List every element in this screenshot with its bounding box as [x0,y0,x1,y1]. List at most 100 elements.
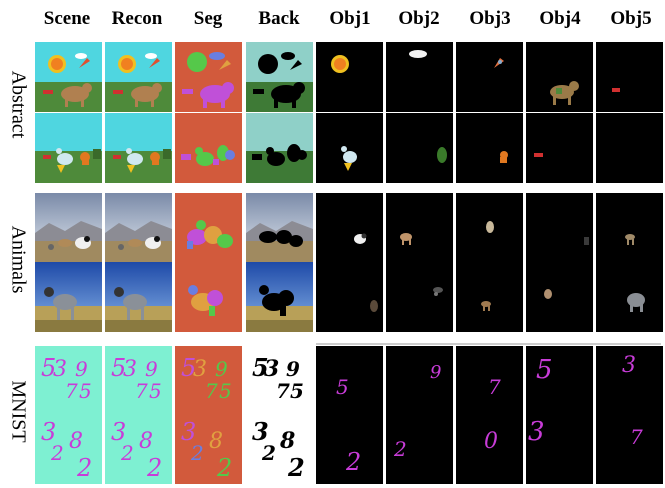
animals-r1-seg [175,193,242,263]
digit-glyph: 8 [279,428,295,454]
abstract-r2-back [246,113,313,183]
animals-r1-recon [105,193,172,263]
digit-glyph: 2 [76,454,92,482]
abstract-r2-obj2 [386,113,453,183]
col-header-recon: Recon [111,8,163,29]
digit-glyph: 3 [622,353,636,378]
digit-glyph: 7 [630,425,643,449]
animals-r2-scene [35,262,102,332]
digit-glyph: 3 [264,356,279,382]
abstract-r2-recon [105,113,172,183]
digit-glyph: 0 [484,429,498,454]
digit-glyph: 8 [69,429,83,454]
abstract-r2-obj5 [596,113,663,183]
digit-glyph: 7 [488,375,501,399]
digit-glyph: 9 [430,362,441,383]
animals-r2-obj1 [316,262,383,332]
abstract-r2-obj3 [456,113,523,183]
mnist-r2-back: 3 2 8 2 [246,414,313,484]
animals-r1-obj1 [316,193,383,263]
abstract-r1-scene [35,42,102,112]
col-header-back: Back [258,8,300,29]
col-header-obj2: Obj2 [398,8,440,29]
abstract-r1-recon [105,42,172,112]
mnist-r1-obj3: 7 [456,346,523,416]
mnist-r1-scene: 5 3 9 7 5 [35,346,102,416]
digit-glyph: 5 [149,379,162,403]
mnist-r1-obj2: 9 [386,346,453,416]
col-header-scene: Scene [43,8,91,29]
digit-glyph: 2 [261,441,276,465]
digit-glyph: 7 [276,379,290,403]
digit-glyph: 5 [219,379,232,403]
digit-glyph: 5 [111,354,126,382]
animals-r2-recon [105,262,172,332]
mnist-r2-obj4: 3 [526,414,593,484]
digit-glyph: 8 [139,429,153,454]
digit-glyph: 3 [252,417,269,446]
mnist-r1-obj4: 5 [526,346,593,416]
mnist-r1-obj5: 3 [596,346,663,416]
abstract-r2-obj4 [526,113,593,183]
digit-glyph: 9 [215,357,228,381]
digit-glyph: 2 [190,441,204,465]
mnist-r2-recon: 3 2 8 2 [105,414,172,484]
digit-glyph: 5 [79,379,92,403]
digit-glyph: 2 [120,441,134,465]
digit-glyph: 3 [528,417,545,447]
mnist-r1-seg: 5 3 9 7 5 [175,346,242,416]
animals-r2-obj4 [526,262,593,332]
digit-glyph: 3 [181,418,196,446]
animals-r2-obj2 [386,262,453,332]
row-label-animals: Animals [7,225,30,294]
digit-glyph: 9 [75,357,88,381]
separator-line [316,343,661,345]
digit-glyph: 2 [345,448,361,476]
abstract-r1-seg [175,42,242,112]
digit-glyph: 3 [123,357,137,382]
mnist-r2-scene: 3 2 8 2 [35,414,102,484]
animals-r1-obj5 [596,193,663,263]
digit-glyph: 3 [193,357,207,382]
digit-glyph: 3 [111,418,126,446]
mnist-r1-back: 5 3 9 7 5 [246,346,313,416]
animals-r1-obj4 [526,193,593,263]
animals-r1-obj3 [456,193,523,263]
animals-r1-obj2 [386,193,453,263]
digit-glyph: 7 [205,379,218,403]
abstract-r1-obj4 [526,42,593,112]
mnist-r2-seg: 3 2 8 2 [175,414,242,484]
abstract-r1-obj5 [596,42,663,112]
animals-r1-back [246,193,313,263]
digit-glyph: 5 [336,375,349,399]
animals-r2-back [246,262,313,332]
abstract-r1-obj1 [316,42,383,112]
digit-glyph: 3 [53,357,67,382]
mnist-r2-obj1: 2 [316,414,383,484]
digit-glyph: 2 [216,454,232,482]
animals-r2-obj3 [456,262,523,332]
col-header-obj5: Obj5 [610,8,652,29]
digit-glyph: 2 [287,453,305,482]
mnist-r2-obj2: 2 [386,414,453,484]
mnist-r2-obj3: 0 [456,414,523,484]
digit-glyph: 2 [393,437,407,461]
digit-glyph: 9 [286,357,300,381]
digit-glyph: 2 [50,441,64,465]
abstract-r1-obj3 [456,42,523,112]
animals-r1-scene [35,193,102,263]
digit-glyph: 5 [536,355,553,385]
mnist-r1-recon: 5 3 9 7 5 [105,346,172,416]
col-header-obj1: Obj1 [329,8,371,29]
digit-glyph: 5 [290,379,304,403]
row-label-mnist: MNIST [7,380,30,443]
abstract-r1-back [246,42,313,112]
animals-r2-seg [175,262,242,332]
animals-r2-obj5 [596,262,663,332]
digit-glyph: 5 [181,354,196,382]
digit-glyph: 9 [145,357,158,381]
abstract-r2-obj1 [316,113,383,183]
digit-glyph: 2 [146,454,162,482]
abstract-r1-obj2 [386,42,453,112]
col-header-seg: Seg [193,8,223,29]
